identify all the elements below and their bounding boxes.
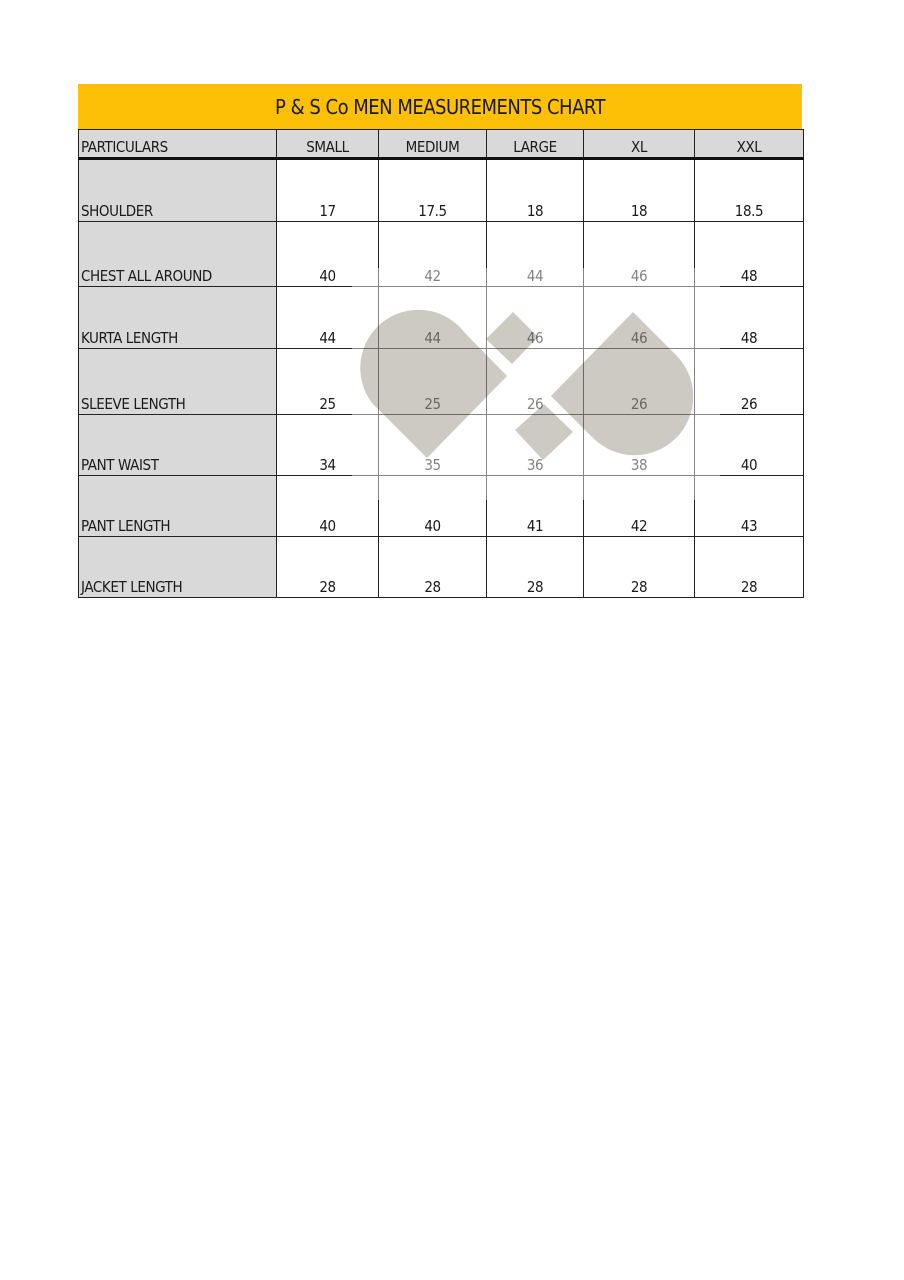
cell-value: 28 [276,536,379,598]
table-row: PANT WAIST 34 35 36 38 40 [78,414,804,476]
row-label: JACKET LENGTH [78,536,277,598]
cell-value: 46 [486,286,584,349]
row-label: KURTA LENGTH [78,286,277,349]
cell-value: 42 [378,221,487,287]
cell-value: 17.5 [378,158,487,222]
table-row: PANT LENGTH 40 40 41 42 43 [78,475,804,537]
header-row: PARTICULARS SMALL MEDIUM LARGE XL XXL [78,129,804,160]
table-row: SHOULDER 17 17.5 18 18 18.5 [78,158,804,222]
cell-value: 41 [486,475,584,537]
cell-value: 17 [276,158,379,222]
cell-value: 28 [694,536,804,598]
cell-value: 26 [694,348,804,415]
cell-value: 48 [694,221,804,287]
table-row: CHEST ALL AROUND 40 42 44 46 48 [78,221,804,287]
row-label: PANT LENGTH [78,475,277,537]
table-row: JACKET LENGTH 28 28 28 28 28 [78,536,804,598]
cell-value: 44 [276,286,379,349]
cell-value: 25 [276,348,379,415]
cell-value: 46 [583,286,695,349]
cell-value: 28 [583,536,695,598]
table-row: SLEEVE LENGTH 25 25 26 26 26 [78,348,804,415]
cell-value: 28 [378,536,487,598]
cell-value: 40 [694,414,804,476]
row-label: CHEST ALL AROUND [78,221,277,287]
cell-value: 42 [583,475,695,537]
cell-value: 48 [694,286,804,349]
chart-title: P & S Co MEN MEASUREMENTS CHART [78,84,802,129]
cell-value: 18.5 [694,158,804,222]
cell-value: 44 [486,221,584,287]
column-header: XL [583,129,695,160]
cell-value: 40 [276,221,379,287]
row-label: SHOULDER [78,158,277,222]
cell-value: 35 [378,414,487,476]
column-header: SMALL [276,129,379,160]
cell-value: 18 [583,158,695,222]
cell-value: 36 [486,414,584,476]
column-header: XXL [694,129,804,160]
column-header: PARTICULARS [78,129,277,160]
cell-value: 44 [378,286,487,349]
column-header: LARGE [486,129,584,160]
row-label: PANT WAIST [78,414,277,476]
cell-value: 26 [583,348,695,415]
table-row: KURTA LENGTH 44 44 46 46 48 [78,286,804,349]
cell-value: 40 [276,475,379,537]
measurements-table: PARTICULARS SMALL MEDIUM LARGE XL XXL SH… [78,129,804,598]
cell-value: 34 [276,414,379,476]
cell-value: 28 [486,536,584,598]
cell-value: 38 [583,414,695,476]
column-header: MEDIUM [378,129,487,160]
cell-value: 18 [486,158,584,222]
row-label: SLEEVE LENGTH [78,348,277,415]
cell-value: 43 [694,475,804,537]
cell-value: 26 [486,348,584,415]
cell-value: 25 [378,348,487,415]
cell-value: 46 [583,221,695,287]
cell-value: 40 [378,475,487,537]
